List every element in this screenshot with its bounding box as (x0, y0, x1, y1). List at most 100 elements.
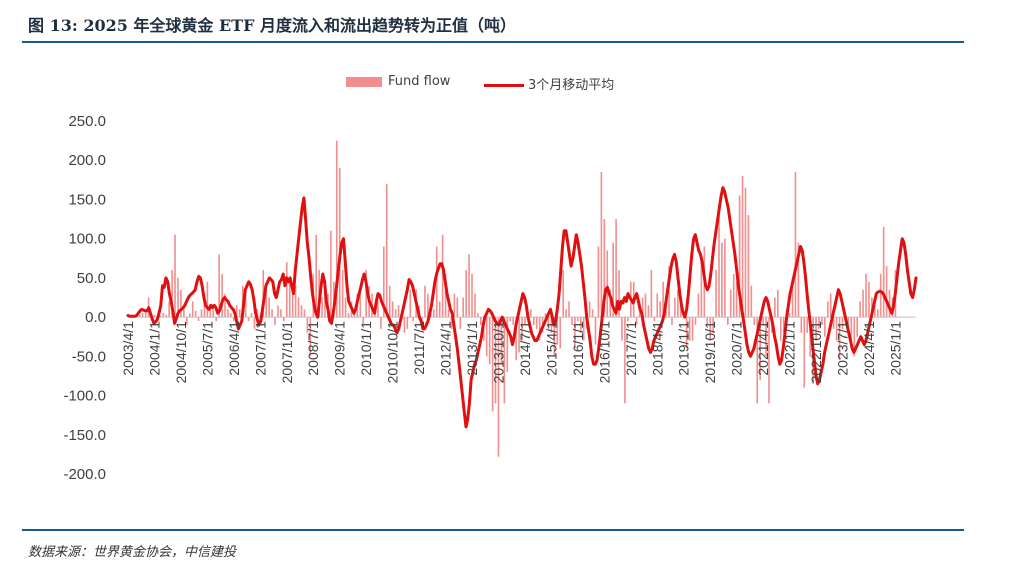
moving-average-line (126, 186, 918, 429)
fund-flow-bar (268, 297, 270, 318)
y-tick-label: -100.0 (63, 388, 106, 405)
fund-flow-bar (491, 317, 494, 412)
y-tick-label: -200.0 (63, 466, 106, 483)
fund-flow-bar (882, 226, 885, 318)
source-note: 数据来源：世界黄金协会，中信建投 (28, 545, 237, 560)
fund-flow-bar (480, 317, 482, 325)
fund-flow-bar (826, 301, 829, 318)
fund-flow-bar (171, 270, 173, 318)
fund-flow-bar (306, 317, 309, 333)
fund-flow-bar (624, 317, 626, 404)
fund-flow-bar (459, 317, 462, 329)
fund-flow-bar (300, 305, 303, 318)
fund-flow-bar (183, 309, 185, 318)
fund-flow-bar (303, 309, 306, 318)
fund-flow-bar (588, 301, 591, 318)
fund-flow-bar (485, 317, 488, 357)
y-tick-label: 100.0 (68, 231, 106, 248)
fund-flow-bar (388, 285, 391, 318)
fund-flow-bar (200, 309, 203, 318)
x-tick-label: 2017/7/1 (623, 321, 639, 376)
fund-flow-bar (471, 273, 473, 318)
y-tick-label: -50.0 (72, 348, 106, 365)
fund-flow-bar (612, 242, 614, 318)
fund-flow-bar (776, 289, 779, 318)
fund-flow-bar (162, 313, 165, 318)
fund-flow-bar (344, 297, 347, 318)
fund-flow-bar (227, 309, 229, 318)
x-tick-label: 2012/4/1 (438, 321, 454, 376)
fund-flow-bar (565, 309, 567, 318)
fund-flow-bar (288, 281, 291, 318)
fund-flow-bar (168, 301, 170, 318)
fund-flow-bar (215, 317, 218, 322)
x-tick-label: 2007/1/1 (252, 321, 268, 376)
fund-flow-bar (253, 317, 256, 329)
fund-flow-bar (435, 246, 438, 318)
fund-flow-bar (582, 317, 585, 341)
bottom-rule (22, 529, 964, 531)
fund-flow-bar (138, 314, 141, 318)
fund-flow-bar (594, 317, 597, 345)
fund-flow-bar (191, 301, 194, 318)
fund-flow-bar (753, 317, 756, 325)
fund-flow-bar (609, 289, 612, 318)
y-tick-label: 250.0 (68, 113, 106, 130)
fund-flow-bar (544, 313, 547, 318)
fund-flow-bar (382, 246, 385, 318)
fund-flow-bar (412, 317, 415, 322)
fund-flow-bar (635, 317, 638, 325)
fund-flow-bar (206, 281, 209, 318)
fund-flow-bar (515, 317, 517, 361)
fund-flow-bar (691, 317, 694, 341)
x-tick-label: 2016/10/1 (596, 321, 612, 383)
fund-flow-bar (180, 289, 182, 318)
fund-flow-bar (644, 293, 647, 318)
fund-flow-bar (735, 281, 738, 318)
fund-flow-bar (615, 219, 617, 318)
fund-flow-bar (824, 317, 826, 337)
fund-flow-bar (697, 293, 700, 318)
fund-flow-bar (779, 317, 782, 341)
fund-flow-bar (750, 285, 753, 318)
fund-flow-bar (688, 317, 691, 341)
fund-flow-bar (347, 313, 350, 318)
x-tick-label: 2004/1/1 (146, 321, 162, 376)
x-tick-label: 2018/4/1 (649, 321, 665, 376)
fund-flow-bar (365, 270, 367, 318)
legend-swatch-bar (346, 76, 382, 87)
fund-flow-bar (553, 317, 556, 357)
fund-flow-bar (406, 317, 409, 329)
fund-flow-bar (656, 293, 659, 318)
fund-flow-bar (838, 317, 841, 361)
fund-flow-bar (788, 313, 791, 318)
fund-flow-bar (618, 270, 620, 318)
fund-flow-bar (671, 317, 673, 325)
legend-swatch-line (484, 84, 524, 87)
fund-flow-bar (568, 301, 570, 318)
fund-flow-bar (694, 317, 697, 325)
fund-flow-bar (535, 317, 538, 329)
fund-flow-bar (497, 317, 500, 457)
fund-flow-bar (453, 293, 456, 318)
fund-flow-bar (297, 297, 300, 318)
fund-flow-bar (538, 317, 541, 341)
y-tick-label: 150.0 (68, 191, 106, 208)
fund-flow-bar (729, 289, 732, 318)
fund-flow-bar (277, 305, 279, 318)
fund-flow-bar (441, 234, 444, 318)
fund-flow-bar (603, 219, 606, 318)
fund-flow-bar (444, 273, 447, 318)
fund-flow-bar (244, 293, 247, 318)
fund-flow-bar (732, 273, 735, 318)
x-tick-label: 2007/10/1 (279, 321, 295, 383)
fund-flow-bar (197, 317, 200, 322)
fund-flow-bar (291, 289, 294, 318)
fund-flow-bar (724, 238, 726, 318)
fund-flow-bar (856, 317, 859, 337)
fund-flow-bar (741, 175, 744, 318)
x-tick-label: 2022/1/1 (782, 321, 798, 376)
y-tick-label: 200.0 (68, 152, 106, 169)
y-tick-label: 50.0 (77, 270, 106, 287)
fund-flow-bar (744, 187, 747, 318)
